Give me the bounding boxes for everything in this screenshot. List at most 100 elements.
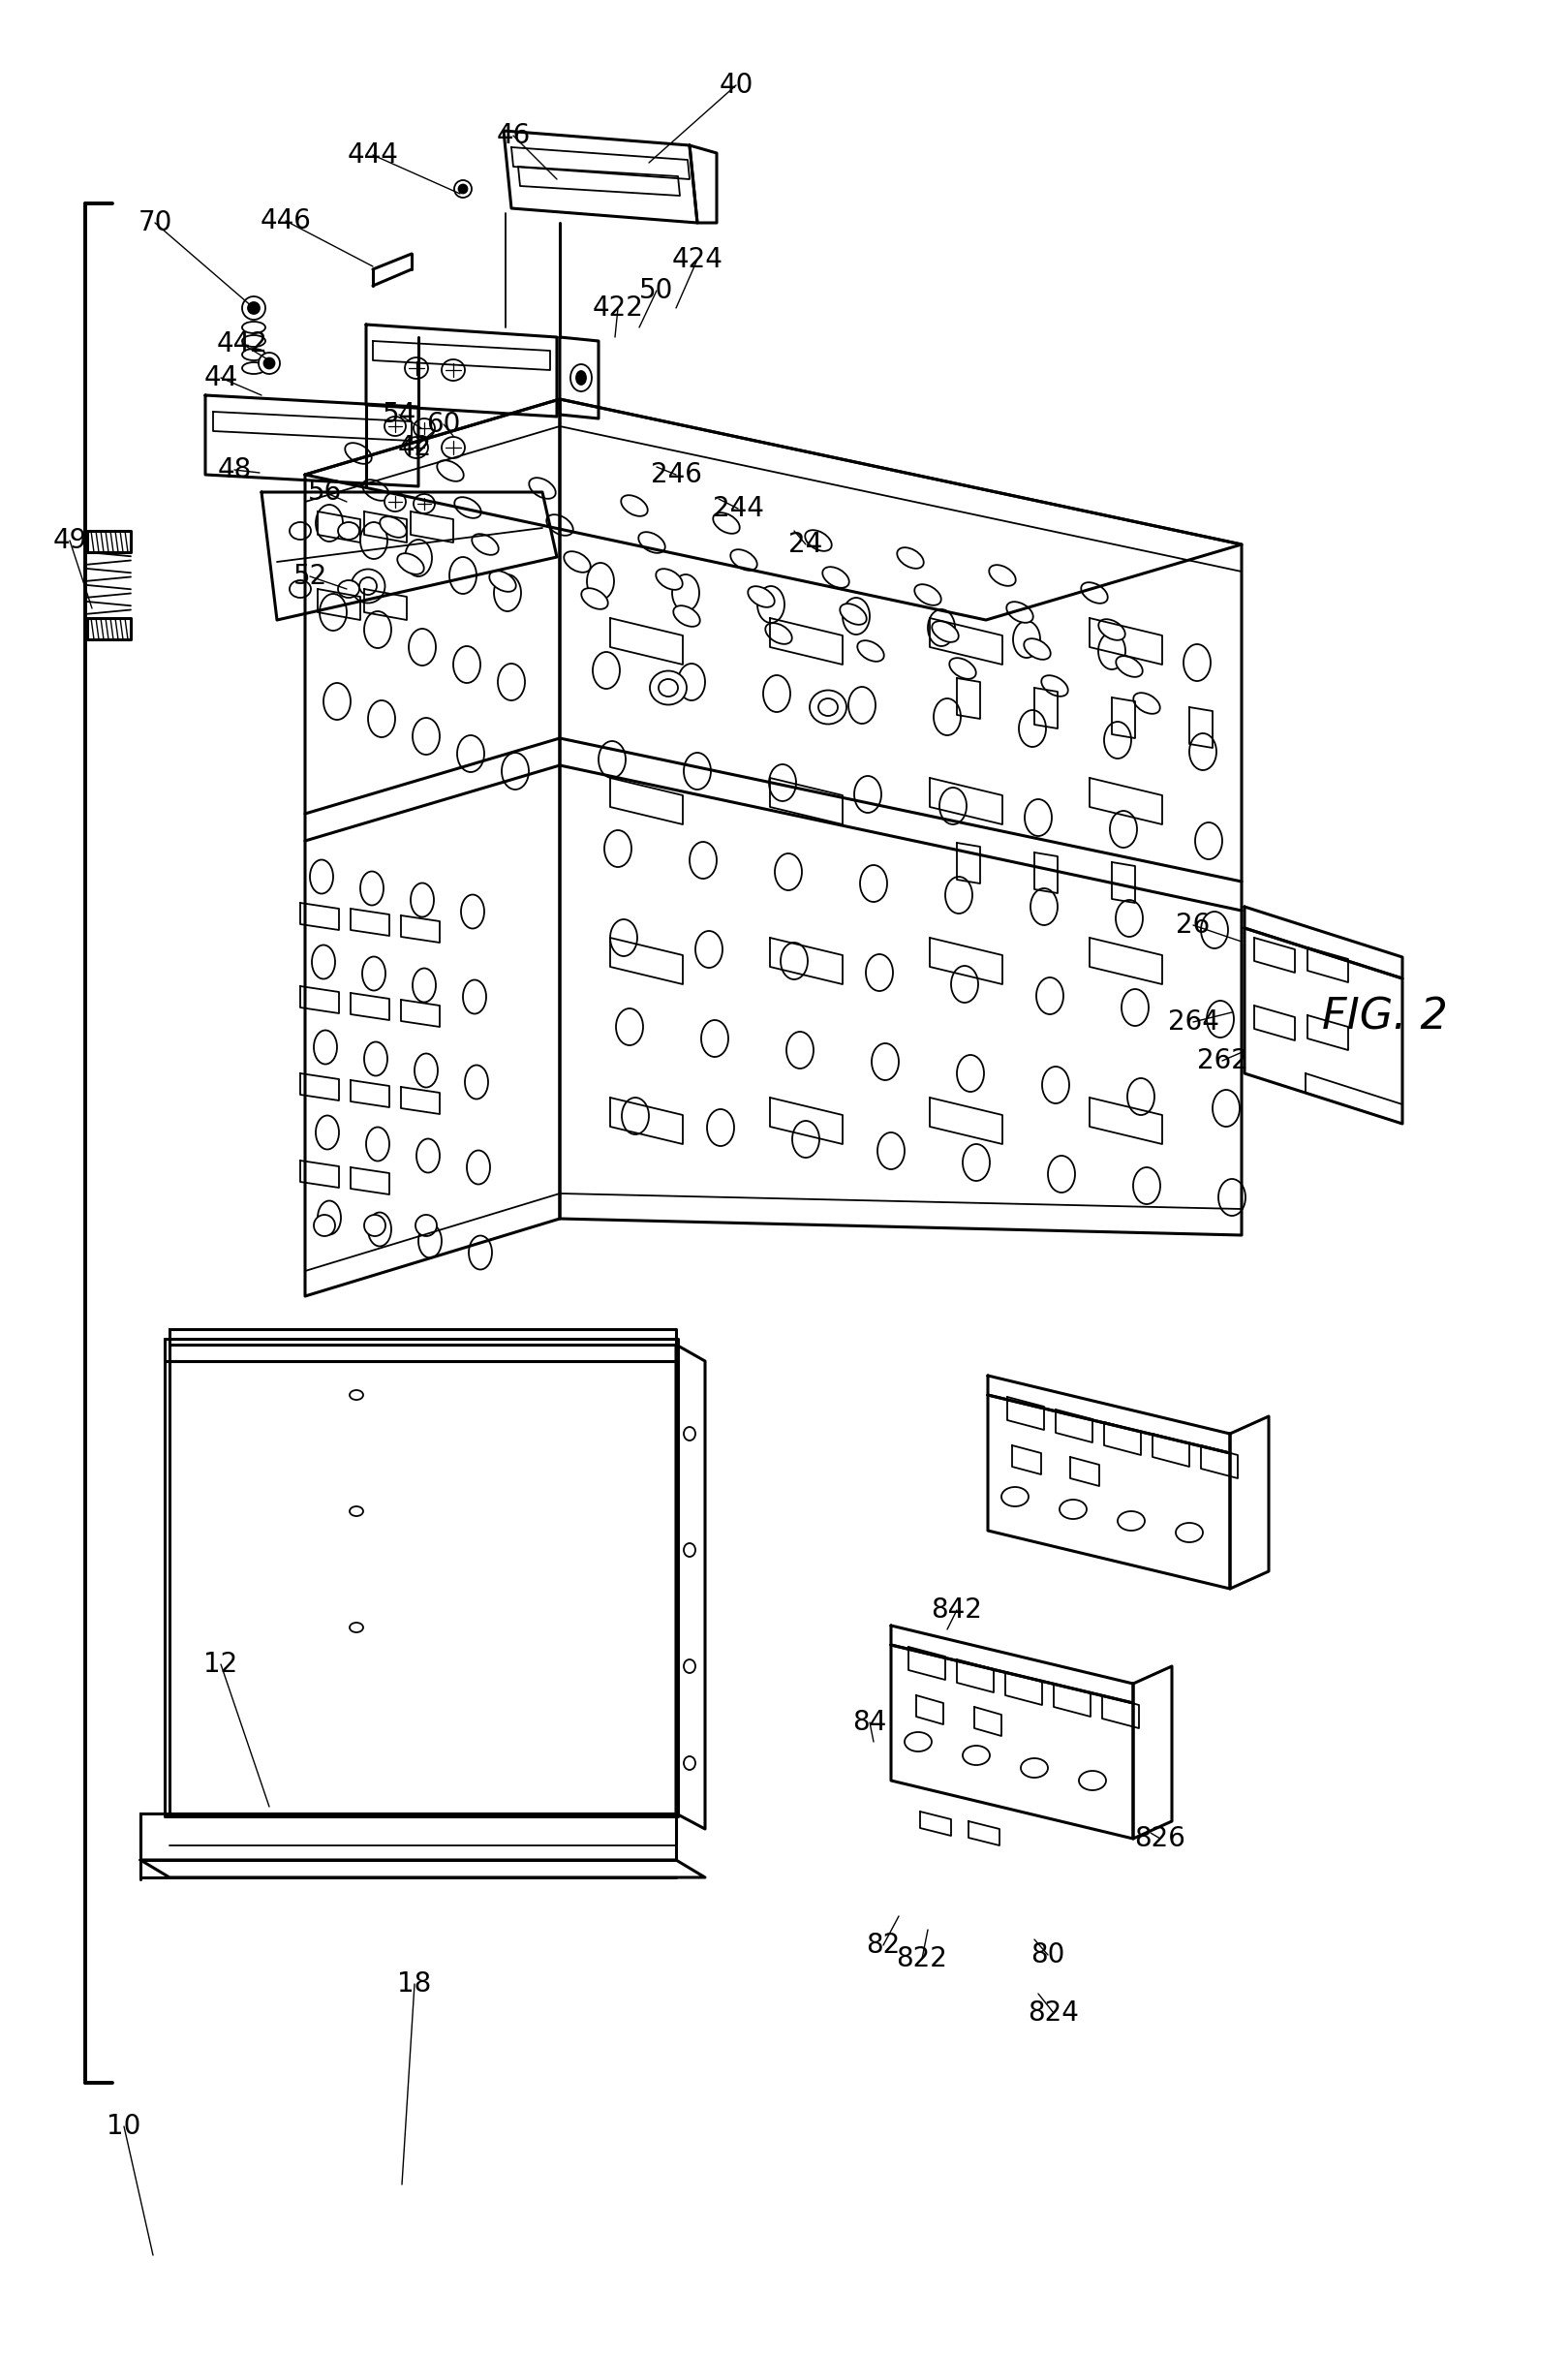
Text: 826: 826 <box>1135 1825 1185 1853</box>
Text: 54: 54 <box>383 400 416 429</box>
Ellipse shape <box>707 1109 734 1147</box>
Ellipse shape <box>364 612 392 648</box>
Ellipse shape <box>701 1020 728 1057</box>
Text: 446: 446 <box>260 207 312 236</box>
Ellipse shape <box>905 1731 931 1752</box>
Ellipse shape <box>241 297 265 320</box>
Ellipse shape <box>621 495 648 516</box>
Ellipse shape <box>528 478 555 499</box>
Ellipse shape <box>437 459 464 480</box>
Ellipse shape <box>405 358 428 379</box>
Ellipse shape <box>315 1116 339 1149</box>
Ellipse shape <box>1195 822 1221 860</box>
Ellipse shape <box>787 1031 814 1069</box>
Ellipse shape <box>241 334 265 346</box>
Ellipse shape <box>684 1427 695 1441</box>
Ellipse shape <box>1212 1090 1240 1126</box>
Ellipse shape <box>638 532 665 553</box>
Ellipse shape <box>928 610 955 645</box>
Ellipse shape <box>472 535 499 556</box>
Text: 842: 842 <box>931 1597 983 1623</box>
Ellipse shape <box>1041 676 1068 697</box>
Ellipse shape <box>1104 721 1131 758</box>
Ellipse shape <box>1127 1079 1154 1114</box>
Ellipse shape <box>684 1660 695 1672</box>
Ellipse shape <box>290 579 310 598</box>
Ellipse shape <box>494 575 521 612</box>
Ellipse shape <box>365 1128 389 1161</box>
Text: 264: 264 <box>1168 1008 1218 1036</box>
Ellipse shape <box>963 1145 989 1180</box>
Ellipse shape <box>384 492 406 511</box>
Ellipse shape <box>1080 582 1107 603</box>
Ellipse shape <box>673 575 699 612</box>
Text: 824: 824 <box>1029 1999 1079 2028</box>
Text: 44: 44 <box>204 365 238 391</box>
Ellipse shape <box>405 438 428 459</box>
Ellipse shape <box>933 699 961 735</box>
Text: 52: 52 <box>293 563 328 591</box>
Text: 262: 262 <box>1196 1048 1248 1074</box>
Ellipse shape <box>840 603 867 624</box>
Ellipse shape <box>1098 633 1126 669</box>
Ellipse shape <box>946 876 972 914</box>
Ellipse shape <box>1176 1524 1203 1543</box>
Ellipse shape <box>659 678 677 697</box>
Ellipse shape <box>442 438 464 459</box>
Ellipse shape <box>339 579 359 598</box>
Text: 48: 48 <box>218 457 251 483</box>
Ellipse shape <box>952 966 978 1003</box>
Ellipse shape <box>463 980 486 1013</box>
Ellipse shape <box>314 1215 336 1236</box>
Ellipse shape <box>859 864 887 902</box>
Ellipse shape <box>1134 692 1160 714</box>
Ellipse shape <box>241 349 265 360</box>
Ellipse shape <box>858 641 884 662</box>
Ellipse shape <box>781 942 808 980</box>
Ellipse shape <box>1007 603 1033 622</box>
Ellipse shape <box>361 523 387 558</box>
Ellipse shape <box>450 558 477 593</box>
Ellipse shape <box>1207 1001 1234 1039</box>
Ellipse shape <box>241 323 265 334</box>
Ellipse shape <box>318 1201 340 1234</box>
Text: 24: 24 <box>789 530 823 558</box>
Ellipse shape <box>1201 911 1228 949</box>
Ellipse shape <box>351 570 386 603</box>
Ellipse shape <box>956 1055 985 1093</box>
Ellipse shape <box>1184 645 1210 681</box>
Ellipse shape <box>949 657 975 678</box>
Ellipse shape <box>1110 810 1137 848</box>
Ellipse shape <box>586 563 615 601</box>
Ellipse shape <box>684 1757 695 1771</box>
Text: 244: 244 <box>712 495 764 523</box>
Ellipse shape <box>320 593 347 631</box>
Ellipse shape <box>290 523 310 539</box>
Ellipse shape <box>792 1121 820 1159</box>
Ellipse shape <box>467 1149 491 1185</box>
Ellipse shape <box>775 853 801 890</box>
Ellipse shape <box>455 181 472 198</box>
Ellipse shape <box>241 363 265 374</box>
Ellipse shape <box>848 688 875 723</box>
Text: 50: 50 <box>640 278 674 304</box>
Ellipse shape <box>1013 622 1040 657</box>
Ellipse shape <box>713 513 740 535</box>
Text: 70: 70 <box>138 210 172 236</box>
Ellipse shape <box>1116 900 1143 937</box>
Text: FIG. 2: FIG. 2 <box>1322 996 1447 1039</box>
Ellipse shape <box>455 497 481 518</box>
Ellipse shape <box>989 565 1016 586</box>
Ellipse shape <box>350 1623 364 1632</box>
Ellipse shape <box>649 671 687 704</box>
Ellipse shape <box>571 365 591 391</box>
Ellipse shape <box>416 1215 437 1236</box>
Ellipse shape <box>1121 989 1149 1027</box>
Ellipse shape <box>315 504 343 542</box>
Ellipse shape <box>804 530 831 551</box>
Ellipse shape <box>458 184 467 193</box>
Ellipse shape <box>417 1140 439 1173</box>
Ellipse shape <box>731 549 757 570</box>
Ellipse shape <box>409 629 436 666</box>
Ellipse shape <box>1099 619 1126 641</box>
